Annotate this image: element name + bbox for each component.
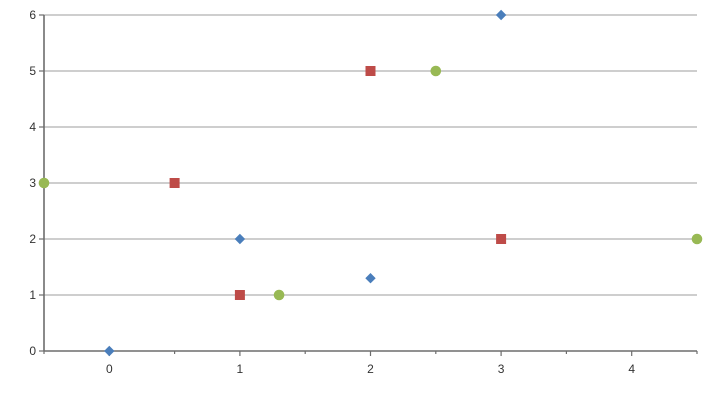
x-tick-label-0: 0 [106,362,113,376]
series-2 [38,65,703,301]
data-point-square-1 [234,290,245,300]
y-tick-label-6: 6 [29,8,36,22]
data-point-square-0 [169,178,180,188]
x-tick-label-2: 2 [367,362,374,376]
y-tick-label-0: 0 [29,344,36,358]
x-tick-label-4: 4 [628,362,635,376]
data-point-circle-2 [430,65,442,77]
series-0 [104,9,507,357]
data-point-diamond-1 [234,233,246,245]
series-1 [169,66,507,300]
tick-labels: 0 1 2 3 4 5 6 0 1 2 3 4 [29,8,635,376]
data-points [38,9,703,357]
y-tick-label-3: 3 [29,176,36,190]
y-tick-label-5: 5 [29,64,36,78]
data-point-circle-0 [38,177,50,189]
y-tick-label-4: 4 [29,120,36,134]
grid-lines [44,14,697,296]
y-tick-label-1: 1 [29,288,36,302]
data-point-circle-3 [691,233,703,245]
data-point-circle-1 [273,289,285,301]
data-point-diamond-3 [495,9,507,21]
x-tick-label-3: 3 [498,362,505,376]
data-point-diamond-2 [365,273,376,284]
x-tick-label-1: 1 [237,362,244,376]
y-tick-label-2: 2 [29,232,36,246]
data-point-diamond-0 [104,345,115,357]
data-point-square-2 [365,66,376,76]
data-point-square-3 [496,234,507,244]
